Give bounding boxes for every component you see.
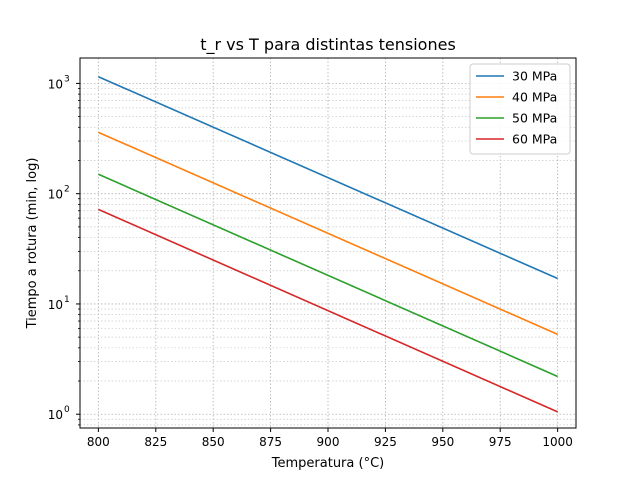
x-tick-label: 850 <box>202 435 225 449</box>
y-tick-base: 10 <box>48 408 63 422</box>
y-tick-base: 10 <box>48 298 63 312</box>
y-tick-exponent: 2 <box>64 185 70 195</box>
x-tick-label: 800 <box>87 435 110 449</box>
x-tick-label: 975 <box>489 435 512 449</box>
x-tick-label: 1000 <box>542 435 573 449</box>
legend-label: 30 MPa <box>512 69 557 84</box>
x-tick-label: 875 <box>259 435 282 449</box>
series-line-30-mpa <box>98 75 558 280</box>
x-tick-label: 825 <box>144 435 167 449</box>
x-axis-label: Temperatura (°C) <box>271 456 384 471</box>
y-tick-base: 10 <box>48 77 63 91</box>
series-line-40-mpa <box>98 131 558 336</box>
x-tick-label: 950 <box>431 435 454 449</box>
y-tick-exponent: 3 <box>64 74 70 84</box>
y-tick-exponent: 1 <box>64 295 70 305</box>
legend-label: 50 MPa <box>512 111 557 126</box>
series-line-50-mpa <box>98 173 558 378</box>
x-tick-label: 900 <box>317 435 340 449</box>
legend-label: 60 MPa <box>512 132 557 147</box>
y-tick-label: 10 <box>48 188 63 202</box>
x-tick-label: 925 <box>374 435 397 449</box>
y-axis-label: Tiempo a rotura (min, log) <box>25 158 40 330</box>
legend-box <box>469 63 571 155</box>
y-tick-base: 10 <box>48 188 63 202</box>
series-line-60-mpa <box>98 208 558 413</box>
legend: 30 MPa 40 MPa 50 MPa 60 MPa <box>469 63 571 155</box>
y-tick-label: 10 <box>48 408 63 422</box>
y-tick-label: 10 <box>48 77 63 91</box>
y-tick-exponent: 0 <box>64 405 70 415</box>
legend-label: 40 MPa <box>512 90 557 105</box>
x-axis-ticks: 800 825 850 875 900 925 950 975 1000 <box>87 428 573 449</box>
chart-title: t_r vs T para distintas tensiones <box>200 35 456 55</box>
series-lines <box>98 75 558 413</box>
y-tick-label: 10 <box>48 298 63 312</box>
